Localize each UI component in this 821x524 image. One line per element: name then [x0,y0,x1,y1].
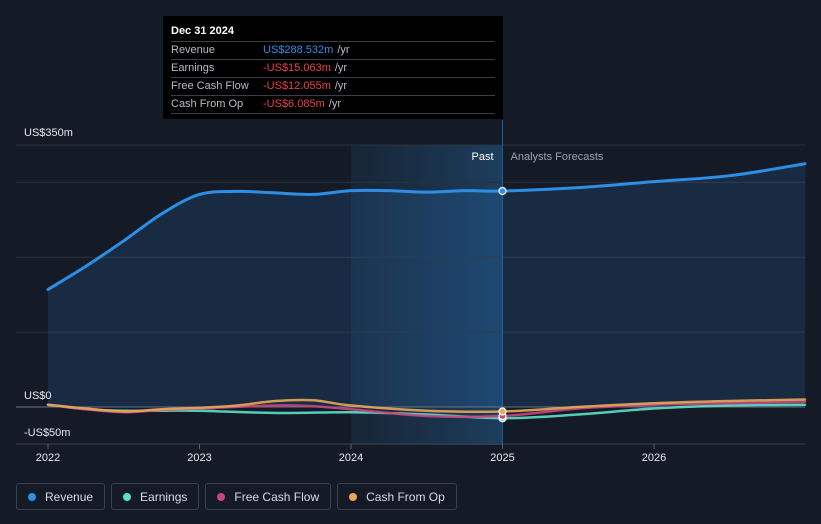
x-tick-label: 2023 [187,452,211,464]
legend-dot-icon [349,492,358,501]
tooltip-label: Free Cash Flow [171,80,249,92]
tooltip-value: US$288.532m [263,44,334,56]
tooltip-label: Earnings [171,62,215,74]
tooltip-unit: /yr [328,98,341,110]
legend-label: Cash From Op [366,489,445,504]
legend-dot-icon [123,492,132,501]
revenue-area [48,163,806,407]
legend: Revenue Earnings Free Cash Flow Cash Fro… [16,483,457,510]
tooltip-value: -US$12.055m [263,80,331,92]
legend-item-revenue[interactable]: Revenue [16,483,106,510]
x-tick-label: 2025 [490,452,514,464]
y-tick-label: -US$50m [24,427,70,439]
tooltip-row-free-cash-flow: Free Cash Flow -US$12.055m /yr [171,78,495,96]
y-tick-label: US$350m [24,127,73,139]
legend-label: Free Cash Flow [234,489,320,504]
tooltip-unit: /yr [334,80,348,92]
legend-dot-icon [217,492,226,501]
forecast-label: Analysts Forecasts [511,151,604,163]
x-tick-label: 2024 [339,452,363,464]
tooltip-label: Cash From Op [171,98,244,110]
legend-dot-icon [28,492,36,501]
tooltip-unit: /yr [334,62,348,74]
revenue-marker [498,186,507,196]
tooltip-value: -US$15.063m [263,62,331,74]
legend-item-earnings[interactable]: Earnings [111,483,200,510]
y-tick-label: US$0 [24,390,52,402]
tooltip-row-revenue: Revenue US$288.532m /yr [171,42,495,60]
tooltip-date: Dec 31 2024 [171,24,495,42]
legend-label: Revenue [45,489,94,504]
legend-item-free-cash-flow[interactable]: Free Cash Flow [205,483,332,510]
past-label: Past [471,151,493,163]
past-shaded-band [351,145,503,445]
tooltip-row-earnings: Earnings -US$15.063m /yr [171,60,495,78]
x-tick-label: 2022 [36,452,60,464]
cash-from-op-marker [498,407,507,416]
legend-item-cash-from-op[interactable]: Cash From Op [337,483,457,510]
legend-label: Earnings [140,489,188,504]
x-tick-label: 2026 [642,452,666,464]
tooltip-value: -US$6.085m [263,98,325,110]
tooltip-row-cash-from-op: Cash From Op -US$6.085m /yr [171,96,495,114]
tooltip: Dec 31 2024 Revenue US$288.532m /yr Earn… [163,16,503,119]
tooltip-label: Revenue [171,44,216,56]
cash-from-op-line [46,398,807,414]
revenue-line [46,162,807,291]
tooltip-unit: /yr [337,44,350,56]
